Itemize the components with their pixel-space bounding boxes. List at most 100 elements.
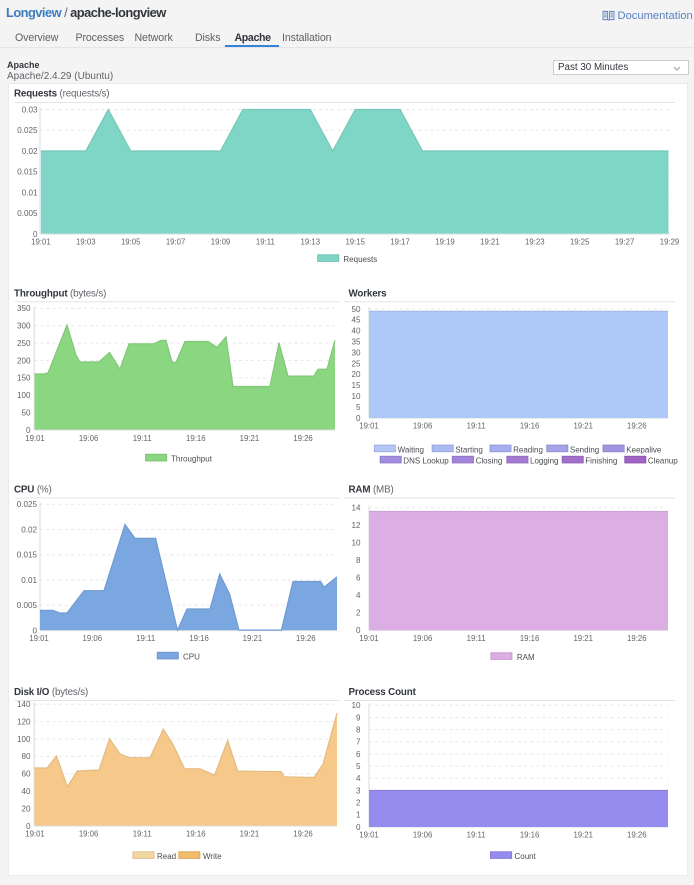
svg-text:19:23: 19:23 bbox=[525, 238, 545, 247]
svg-text:Starting: Starting bbox=[455, 445, 483, 454]
svg-text:0.005: 0.005 bbox=[17, 209, 38, 218]
svg-text:40: 40 bbox=[21, 787, 31, 796]
svg-text:19:21: 19:21 bbox=[573, 831, 593, 840]
svg-text:19:06: 19:06 bbox=[413, 831, 433, 840]
svg-text:0.015: 0.015 bbox=[17, 551, 38, 560]
svg-text:8: 8 bbox=[356, 725, 361, 734]
svg-text:1: 1 bbox=[356, 811, 361, 820]
svg-text:0: 0 bbox=[26, 426, 31, 435]
svg-text:8: 8 bbox=[356, 556, 361, 565]
svg-text:19:27: 19:27 bbox=[615, 238, 635, 247]
svg-text:RAM: RAM bbox=[517, 653, 535, 662]
svg-text:350: 350 bbox=[17, 304, 31, 313]
svg-text:9: 9 bbox=[356, 713, 361, 722]
svg-text:Logging: Logging bbox=[530, 457, 558, 466]
svg-text:Requests (requests/s): Requests (requests/s) bbox=[14, 89, 109, 100]
svg-text:19:05: 19:05 bbox=[121, 238, 141, 247]
svg-text:Process Count: Process Count bbox=[349, 687, 417, 698]
svg-text:19:15: 19:15 bbox=[345, 238, 365, 247]
svg-text:15: 15 bbox=[351, 381, 361, 390]
svg-text:20: 20 bbox=[21, 804, 31, 813]
svg-text:0.02: 0.02 bbox=[21, 525, 37, 534]
svg-text:0.015: 0.015 bbox=[17, 168, 38, 177]
svg-text:5: 5 bbox=[356, 403, 361, 412]
svg-text:19:21: 19:21 bbox=[243, 634, 263, 643]
svg-text:19:17: 19:17 bbox=[390, 238, 410, 247]
svg-text:CPU (%): CPU (%) bbox=[14, 485, 52, 496]
svg-text:19:11: 19:11 bbox=[467, 422, 486, 431]
svg-text:0.02: 0.02 bbox=[22, 147, 38, 156]
svg-text:300: 300 bbox=[17, 322, 31, 331]
svg-text:0: 0 bbox=[33, 230, 38, 239]
svg-text:Cleanup: Cleanup bbox=[648, 457, 678, 466]
svg-text:0.025: 0.025 bbox=[17, 126, 38, 135]
svg-text:19:11: 19:11 bbox=[256, 238, 275, 247]
svg-text:6: 6 bbox=[356, 574, 361, 583]
svg-text:19:16: 19:16 bbox=[189, 634, 209, 643]
svg-text:19:01: 19:01 bbox=[359, 422, 379, 431]
svg-text:19:11: 19:11 bbox=[133, 830, 152, 839]
svg-text:0: 0 bbox=[26, 822, 31, 831]
svg-text:140: 140 bbox=[17, 700, 31, 709]
svg-text:30: 30 bbox=[351, 348, 361, 357]
svg-text:50: 50 bbox=[21, 408, 31, 417]
svg-text:Waiting: Waiting bbox=[398, 445, 424, 454]
svg-text:10: 10 bbox=[351, 701, 361, 710]
svg-text:19:06: 19:06 bbox=[79, 434, 99, 443]
svg-text:19:01: 19:01 bbox=[359, 831, 379, 840]
svg-text:0.025: 0.025 bbox=[17, 500, 38, 509]
svg-text:4: 4 bbox=[356, 591, 361, 600]
svg-text:7: 7 bbox=[356, 738, 361, 747]
svg-text:10: 10 bbox=[351, 539, 361, 548]
svg-text:19:11: 19:11 bbox=[467, 634, 486, 643]
svg-text:19:03: 19:03 bbox=[76, 238, 96, 247]
svg-text:19:06: 19:06 bbox=[83, 634, 103, 643]
svg-text:19:11: 19:11 bbox=[133, 434, 152, 443]
svg-text:120: 120 bbox=[17, 717, 31, 726]
svg-text:19:16: 19:16 bbox=[186, 830, 206, 839]
svg-text:35: 35 bbox=[351, 338, 361, 347]
svg-text:19:26: 19:26 bbox=[293, 830, 313, 839]
svg-text:19:21: 19:21 bbox=[480, 238, 500, 247]
svg-text:19:16: 19:16 bbox=[520, 634, 540, 643]
svg-text:5: 5 bbox=[356, 762, 361, 771]
svg-text:19:21: 19:21 bbox=[573, 634, 593, 643]
svg-text:10: 10 bbox=[351, 392, 361, 401]
svg-text:19:26: 19:26 bbox=[296, 634, 316, 643]
svg-text:6: 6 bbox=[356, 750, 361, 759]
svg-text:3: 3 bbox=[356, 786, 361, 795]
svg-text:19:09: 19:09 bbox=[211, 238, 231, 247]
svg-text:0: 0 bbox=[356, 823, 361, 832]
svg-text:2: 2 bbox=[356, 609, 361, 618]
svg-text:Write: Write bbox=[203, 852, 222, 861]
svg-text:19:11: 19:11 bbox=[136, 634, 155, 643]
svg-text:19:11: 19:11 bbox=[467, 831, 486, 840]
svg-text:Closing: Closing bbox=[476, 457, 503, 466]
svg-text:Read: Read bbox=[157, 852, 176, 861]
svg-text:14: 14 bbox=[351, 504, 361, 513]
svg-text:0.005: 0.005 bbox=[17, 601, 38, 610]
svg-text:CPU: CPU bbox=[183, 653, 200, 662]
svg-text:50: 50 bbox=[351, 305, 361, 314]
svg-text:19:26: 19:26 bbox=[293, 434, 313, 443]
svg-text:19:01: 19:01 bbox=[25, 434, 45, 443]
svg-text:80: 80 bbox=[21, 752, 31, 761]
svg-text:Workers: Workers bbox=[349, 289, 388, 300]
svg-text:19:26: 19:26 bbox=[627, 831, 647, 840]
svg-text:19:01: 19:01 bbox=[25, 830, 45, 839]
svg-text:0: 0 bbox=[356, 626, 361, 635]
svg-text:19:19: 19:19 bbox=[435, 238, 455, 247]
svg-text:0.01: 0.01 bbox=[21, 576, 37, 585]
svg-text:19:06: 19:06 bbox=[413, 422, 433, 431]
svg-text:19:29: 19:29 bbox=[660, 238, 680, 247]
svg-text:RAM (MB): RAM (MB) bbox=[349, 485, 394, 496]
svg-text:19:13: 19:13 bbox=[301, 238, 321, 247]
svg-text:Reading: Reading bbox=[513, 445, 543, 454]
svg-text:Throughput: Throughput bbox=[171, 455, 213, 464]
svg-text:Keepalive: Keepalive bbox=[626, 445, 662, 454]
svg-text:19:01: 19:01 bbox=[29, 634, 49, 643]
svg-text:19:26: 19:26 bbox=[627, 634, 647, 643]
svg-text:19:01: 19:01 bbox=[31, 238, 51, 247]
svg-text:19:16: 19:16 bbox=[186, 434, 206, 443]
svg-text:Disk I/O (bytes/s): Disk I/O (bytes/s) bbox=[14, 687, 88, 698]
